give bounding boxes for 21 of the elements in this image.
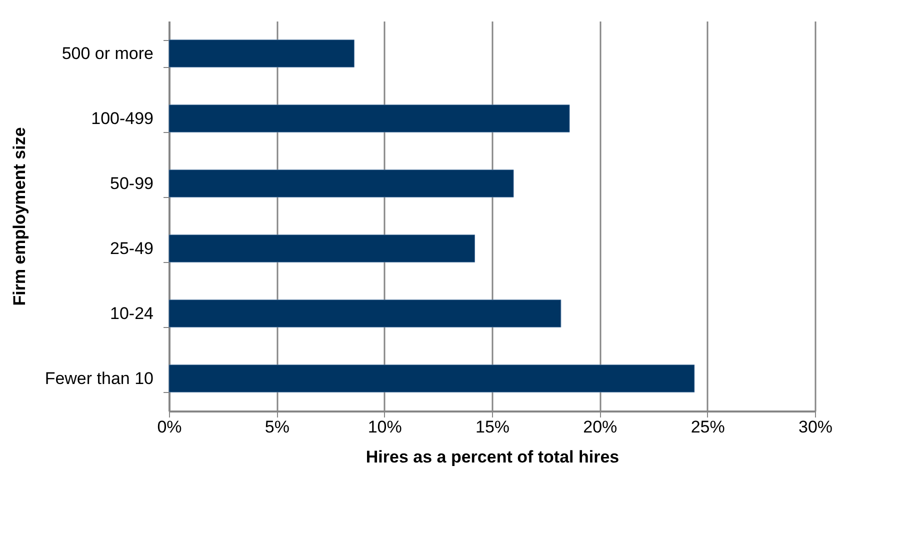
- y-tick-label: 500 or more: [62, 44, 154, 63]
- x-axis-title: Hires as a percent of total hires: [366, 448, 620, 466]
- y-tick-label: Fewer than 10: [44, 369, 154, 388]
- x-tick-label: 15%: [475, 418, 510, 436]
- bar: [168, 234, 476, 262]
- y-tick-label: 100-499: [91, 109, 154, 128]
- bar: [168, 300, 562, 328]
- x-tick-label: 10%: [368, 418, 402, 436]
- y-tick-label: 10-24: [110, 304, 154, 323]
- bar: [168, 364, 695, 392]
- x-tick-label: 0%: [157, 418, 182, 436]
- y-tick-label: 50-99: [110, 174, 154, 193]
- x-tick-label: 30%: [798, 418, 833, 436]
- bar: [168, 104, 570, 132]
- x-tick-label: 20%: [583, 418, 618, 436]
- y-axis-title: Firm employment size: [10, 127, 29, 306]
- bar: [168, 170, 514, 198]
- y-tick-label: 25-49: [110, 239, 154, 258]
- x-tick-label: 5%: [264, 418, 290, 436]
- x-tick-label: 25%: [690, 418, 725, 436]
- bar: [168, 40, 354, 68]
